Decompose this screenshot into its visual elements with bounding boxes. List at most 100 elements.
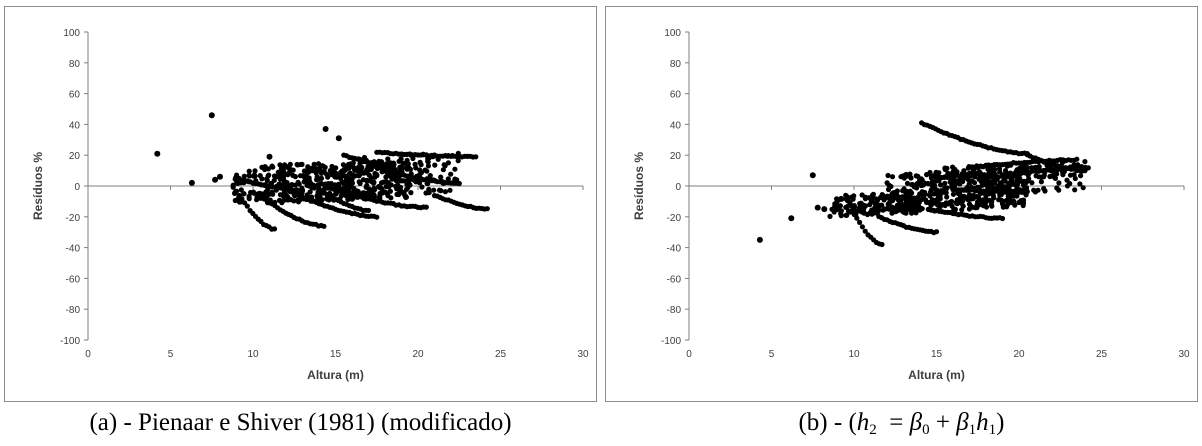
data-point (422, 167, 428, 173)
data-point (873, 196, 879, 202)
x-tick-label: 20 (412, 349, 424, 360)
scatter-chart-a: 100 80 60 40 20 0 -20 -40 -60 -80 -100 0 5 10 15 20 25 30… (31, 28, 589, 382)
data-point (996, 166, 1003, 172)
x-axis-title: Altura (m) (908, 368, 965, 382)
data-point (365, 207, 372, 214)
data-point (927, 169, 933, 176)
data-point (234, 172, 240, 178)
data-point (385, 156, 391, 162)
data-point (940, 201, 946, 208)
data-point (894, 188, 900, 194)
data-point (837, 203, 843, 209)
data-point (1059, 159, 1066, 166)
data-point (1008, 199, 1014, 205)
data-point (317, 164, 323, 170)
data-point (986, 162, 992, 168)
data-point (970, 166, 976, 172)
data-point (331, 197, 337, 203)
data-point (1015, 186, 1021, 192)
data-point (971, 172, 977, 178)
data-point (301, 168, 307, 174)
data-point (359, 164, 365, 170)
data-point (408, 190, 414, 196)
data-point (961, 193, 967, 199)
data-point (374, 214, 380, 220)
data-point (901, 209, 907, 215)
data-point (935, 196, 941, 202)
data-point (286, 183, 292, 189)
data-point (889, 191, 895, 197)
data-point (912, 204, 918, 210)
data-point (907, 188, 913, 194)
data-point (241, 173, 247, 179)
data-point (964, 175, 970, 181)
data-point (1029, 165, 1035, 171)
data-point (901, 186, 907, 192)
data-point (1018, 198, 1024, 204)
data-point (339, 168, 345, 174)
data-point (257, 181, 263, 187)
x-tick-label: 25 (1096, 349, 1108, 360)
data-point (309, 194, 315, 200)
data-point (949, 178, 956, 185)
data-point (371, 193, 377, 199)
y-tick-label: 60 (670, 90, 682, 101)
data-point (1078, 173, 1084, 179)
x-tick-label: 10 (247, 349, 259, 360)
data-point (931, 191, 937, 197)
data-point (374, 165, 380, 172)
chart-panel-a: 100 80 60 40 20 0 -20 -40 -60 -80 -100 0 5 10 15 20 25 30… (4, 6, 597, 402)
caption-a: (a) - Pienaar e Shiver (1981) (modificad… (89, 409, 512, 436)
y-tick-label: 100 (664, 28, 681, 39)
data-point (404, 186, 410, 192)
data-point (1025, 172, 1031, 178)
data-point (396, 191, 402, 198)
data-point (983, 193, 989, 199)
data-point (425, 163, 431, 169)
data-point (862, 228, 868, 234)
data-point (1009, 177, 1015, 183)
data-point (1054, 185, 1060, 191)
data-point (269, 163, 275, 169)
data-point (366, 187, 372, 193)
x-tick-label: 15 (330, 349, 342, 360)
x-tick-label: 0 (686, 349, 692, 360)
data-point (1034, 165, 1040, 171)
data-point (788, 215, 795, 222)
data-point (821, 206, 828, 213)
data-point (868, 198, 874, 204)
data-point (357, 192, 363, 198)
data-point (989, 203, 995, 209)
data-point (453, 179, 459, 185)
data-point (991, 180, 997, 186)
data-point (1038, 179, 1044, 185)
data-point (363, 190, 369, 196)
data-point (269, 189, 275, 195)
y-tick-label: 60 (69, 90, 81, 101)
x-tick-label: 5 (168, 349, 174, 360)
data-point (244, 203, 250, 209)
data-point (212, 176, 219, 183)
data-point (246, 196, 252, 202)
data-point (277, 162, 283, 168)
data-point (281, 189, 288, 195)
data-point (1082, 168, 1088, 174)
data-point (889, 174, 896, 180)
data-point (1073, 165, 1079, 171)
data-point (317, 193, 323, 199)
data-point (245, 179, 251, 185)
data-point (926, 192, 932, 198)
data-point (378, 159, 385, 165)
data-point (1024, 164, 1030, 171)
data-point (1002, 168, 1009, 174)
data-point (340, 186, 346, 192)
y-tick-label: 20 (670, 151, 682, 162)
y-tick-label: 40 (69, 120, 81, 131)
data-point (979, 164, 985, 170)
data-point (930, 184, 936, 190)
data-point (999, 215, 1006, 222)
data-point (264, 193, 270, 199)
data-point (756, 236, 763, 243)
data-point (424, 176, 430, 182)
data-point (1082, 159, 1088, 165)
